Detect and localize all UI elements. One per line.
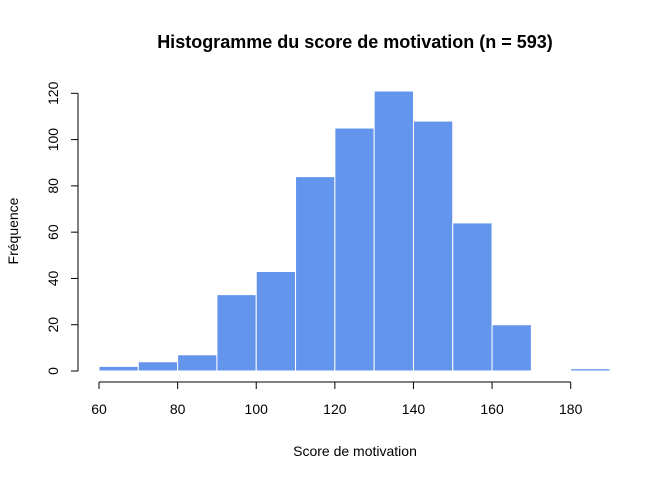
- chart-title: Histogramme du score de motivation (n = …: [157, 32, 553, 52]
- histogram-bar-60-70: [98, 365, 139, 372]
- y-axis-label: Fréquence: [5, 197, 21, 264]
- histogram-bar-90-100: [216, 294, 257, 372]
- histogram-bar-140-150: [412, 120, 454, 372]
- y-tick-label-0: 0: [45, 367, 61, 375]
- histogram-bar-110-120: [295, 176, 336, 372]
- x-tick-label-60: 60: [91, 401, 107, 417]
- y-tick-label-100: 100: [45, 128, 61, 152]
- x-axis: 60 80 100 120 140 160 180: [91, 381, 583, 417]
- x-tick-label-140: 140: [402, 401, 426, 417]
- y-tick-label-40: 40: [45, 270, 61, 286]
- x-tick-label-120: 120: [323, 401, 347, 417]
- histogram-bar-80-90: [177, 354, 218, 372]
- y-tick-label-60: 60: [45, 224, 61, 240]
- x-tick-label-100: 100: [245, 401, 269, 417]
- histogram-bar-100-110: [255, 270, 297, 372]
- y-tick-label-120: 120: [45, 81, 61, 105]
- histogram-bar-150-160: [452, 222, 493, 372]
- y-tick-label-80: 80: [45, 178, 61, 194]
- histogram-bar-130-140: [373, 90, 414, 372]
- histogram-bar-120-130: [334, 127, 375, 372]
- y-axis: 0 20 40 60 80 100 120: [45, 81, 79, 375]
- histogram-bar-180-190: [570, 368, 611, 372]
- x-tick-label-180: 180: [559, 401, 583, 417]
- histogram-bar-70-80: [137, 361, 179, 372]
- x-tick-label-160: 160: [480, 401, 504, 417]
- x-axis-label: Score de motivation: [293, 443, 417, 459]
- x-tick-label-80: 80: [170, 401, 186, 417]
- histogram-bar-160-170: [491, 324, 532, 372]
- bars-group: [98, 90, 611, 372]
- y-tick-label-20: 20: [45, 317, 61, 333]
